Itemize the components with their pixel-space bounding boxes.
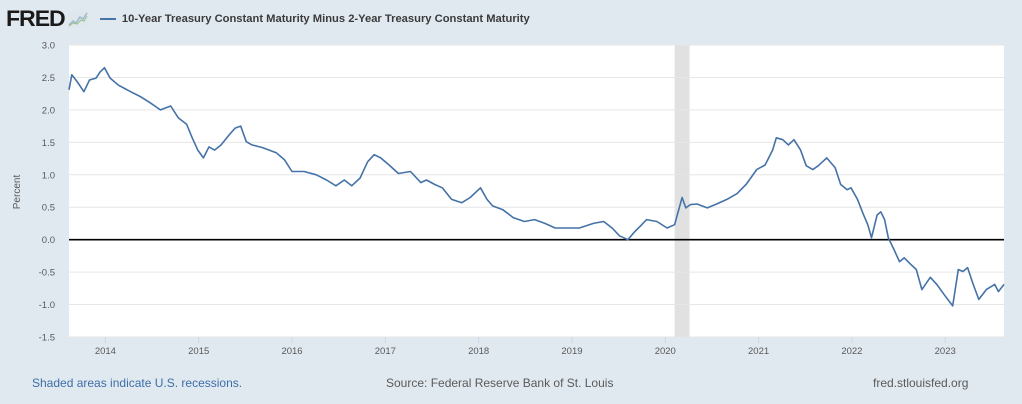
chart-header: FRED 10-Year Treasury Constant Maturity … (6, 6, 530, 32)
fred-logo[interactable]: FRED (6, 6, 66, 31)
y-axis-ticks: 3.0 2.5 2.0 1.5 1.0 0.5 0.0 -0.5 -1.0 -1.5 (39, 41, 55, 344)
y-tick-label: -0.5 (39, 268, 55, 279)
x-tick-label: 2018 (468, 346, 489, 357)
plot-area (69, 45, 1004, 337)
x-tick-label: 2020 (655, 346, 676, 357)
x-tick-label: 2017 (375, 346, 396, 357)
y-tick-label: 1.0 (42, 170, 55, 181)
x-tick-label: 2014 (95, 346, 116, 357)
x-axis-ticks: 2014 2015 2016 2017 2018 2019 2020 2021 2022 2023 (95, 337, 956, 357)
x-tick-label: 2019 (561, 346, 582, 357)
x-tick-label: 2022 (841, 346, 862, 357)
recession-note-link[interactable]: Shaded areas indicate U.S. recessions. (32, 376, 243, 390)
x-tick-label: 2015 (188, 346, 209, 357)
y-tick-label: -1.5 (39, 333, 55, 344)
y-tick-label: 1.5 (42, 138, 55, 149)
y-axis-label: Percent (12, 175, 23, 210)
x-tick-label: 2021 (748, 346, 769, 357)
recession-shading-group (674, 45, 690, 337)
source-text: Source: Federal Reserve Bank of St. Loui… (386, 376, 614, 390)
series-line[interactable] (68, 66, 1005, 307)
gridlines-group (69, 44, 1004, 338)
legend-swatch (99, 18, 116, 20)
y-tick-label: 2.5 (42, 73, 55, 84)
y-tick-label: 0.5 (42, 203, 55, 214)
legend-series-label[interactable]: 10-Year Treasury Constant Maturity Minus… (121, 13, 530, 25)
y-tick-label: 3.0 (42, 41, 55, 52)
y-tick-label: -1.0 (39, 300, 55, 311)
x-tick-label: 2023 (935, 346, 956, 357)
site-link[interactable]: fred.stlouisfed.org (873, 376, 969, 390)
fred-chart-logo-icon (67, 11, 88, 27)
y-tick-label: 0.0 (42, 235, 55, 246)
y-tick-label: 2.0 (42, 105, 55, 116)
x-tick-label: 2016 (281, 346, 302, 357)
recession-shade (674, 45, 690, 337)
